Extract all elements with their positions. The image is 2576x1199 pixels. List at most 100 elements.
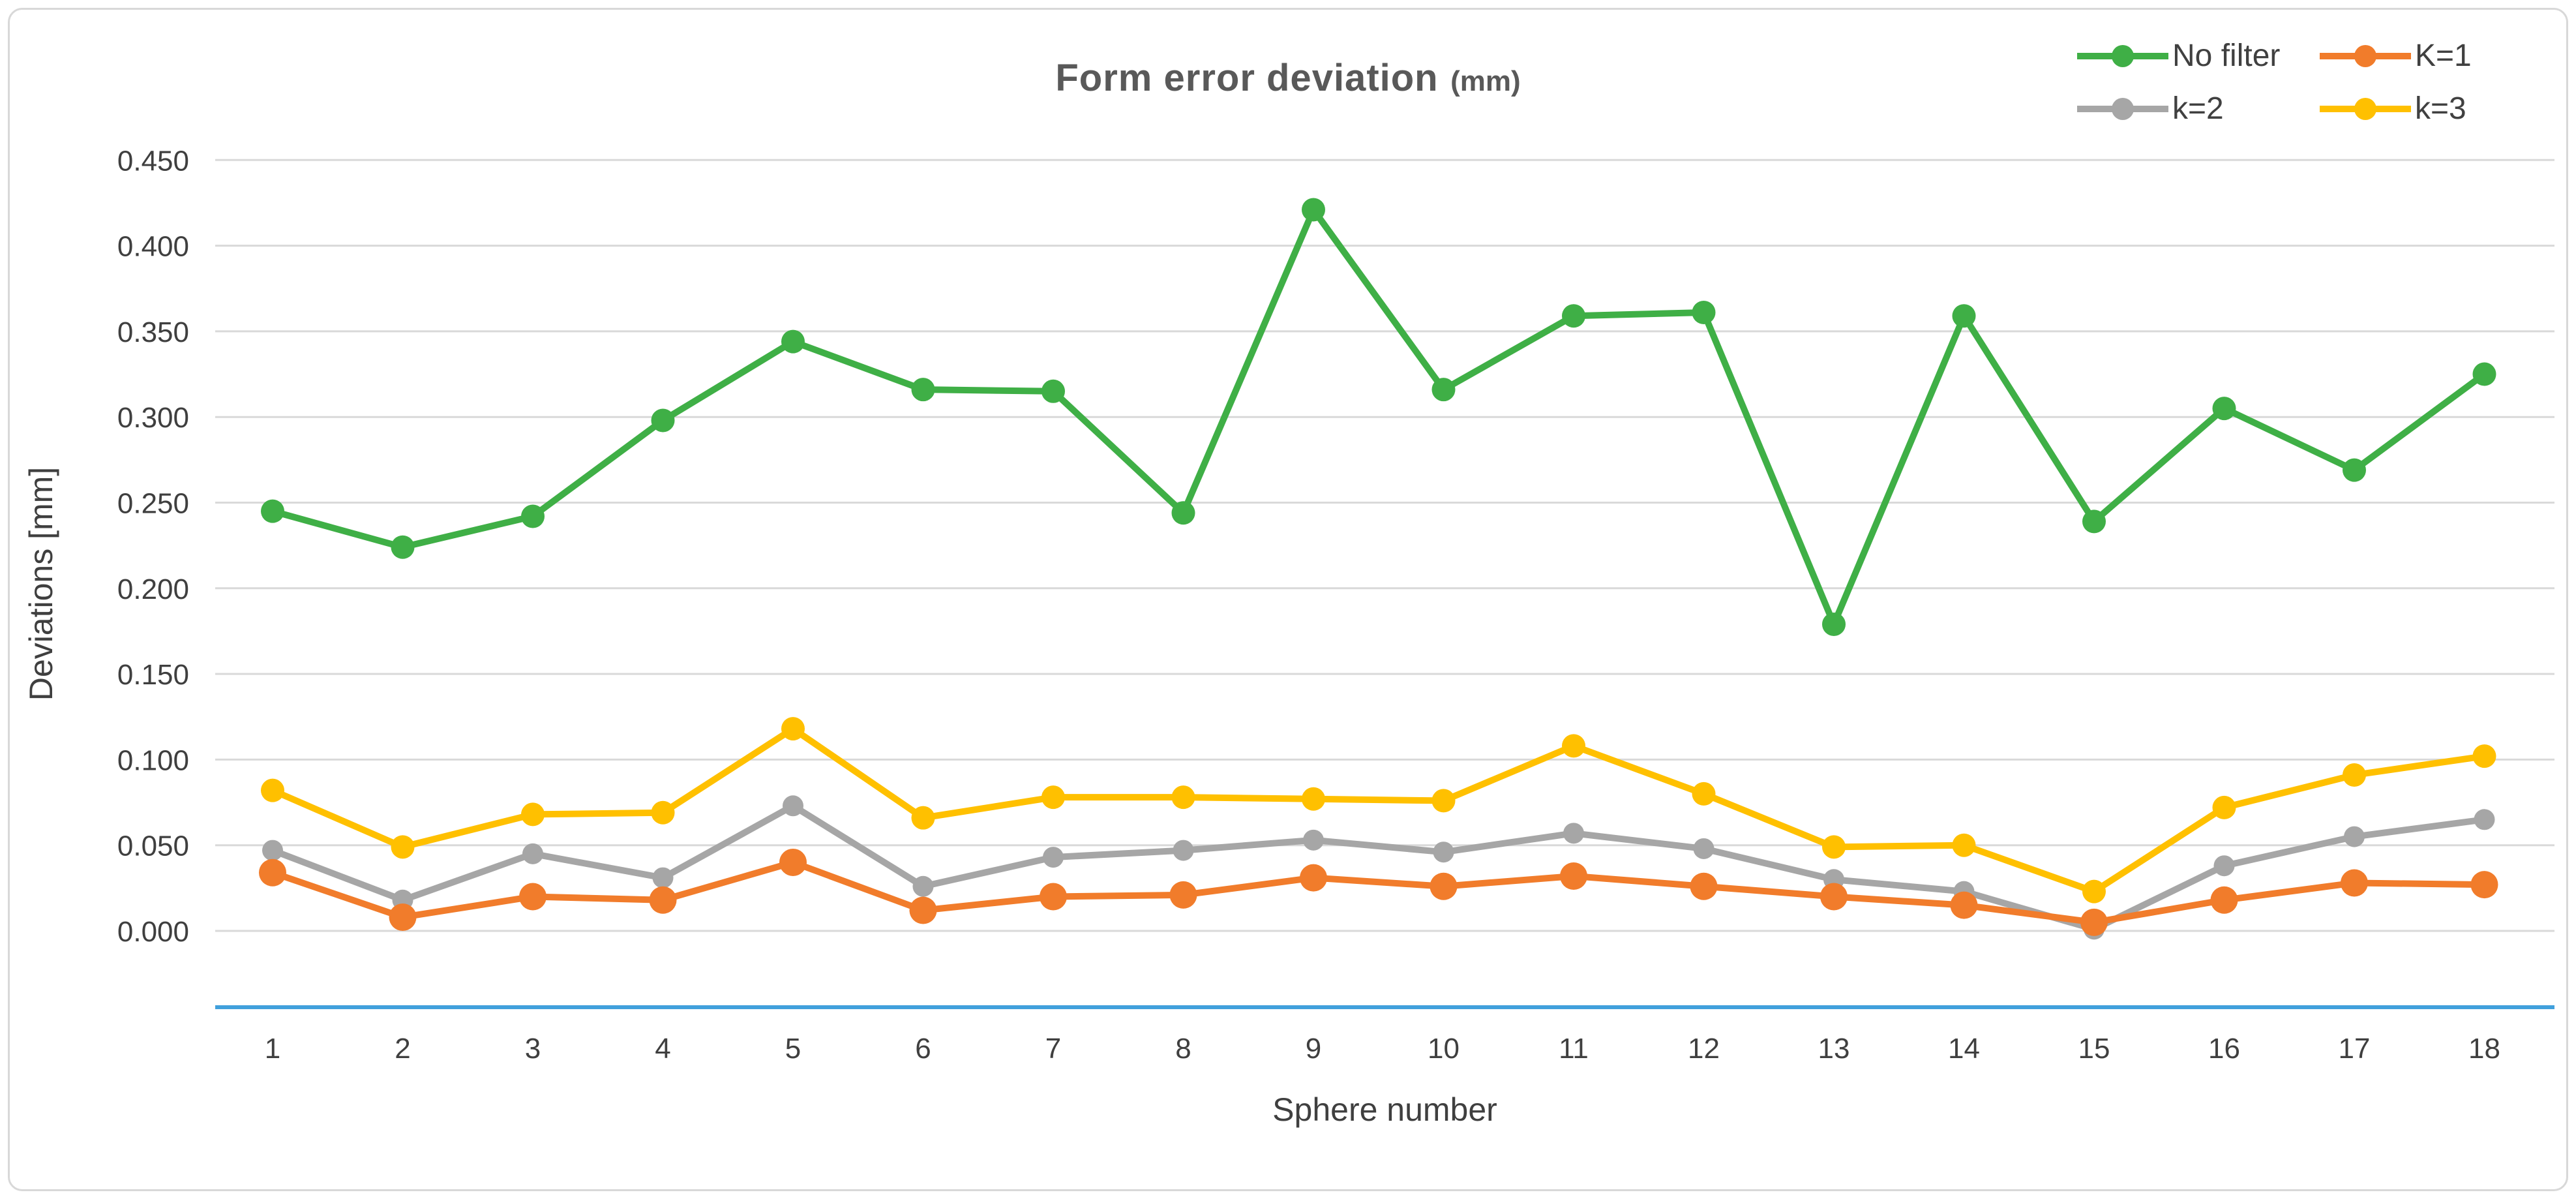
x-tick-label: 15 — [2078, 1033, 2110, 1065]
x-tick-label: 5 — [785, 1033, 801, 1065]
data-point-K=1 — [1430, 872, 1458, 900]
data-point-K=1 — [649, 886, 677, 914]
data-point-No filter — [2472, 362, 2496, 386]
data-point-K=1 — [1690, 872, 1718, 900]
y-tick-label: 0.150 — [117, 659, 189, 691]
data-point-k=2 — [2474, 809, 2495, 830]
legend-item-K=1[interactable]: K=1 — [2320, 38, 2562, 74]
y-axis-title: Deviations [mm] — [23, 467, 59, 701]
y-tick-label: 0.250 — [117, 488, 189, 520]
x-axis-title: Sphere number — [1272, 1091, 1497, 1128]
data-point-K=1 — [1169, 881, 1197, 909]
legend-item-k=3[interactable]: k=3 — [2320, 91, 2562, 127]
legend-marker-icon — [2320, 44, 2411, 67]
series-line-K=1 — [269, 858, 2488, 926]
legend-row: k=2 k=3 — [2077, 91, 2562, 127]
x-tick-label: 17 — [2339, 1033, 2371, 1065]
data-point-K=1 — [779, 848, 807, 876]
y-tick-label: 0.450 — [117, 145, 189, 177]
data-point-K=1 — [2080, 908, 2108, 936]
data-point-K=1 — [2341, 869, 2368, 897]
x-tick-label: 6 — [915, 1033, 931, 1065]
data-point-k=2 — [2344, 826, 2365, 847]
data-point-k=2 — [652, 867, 674, 888]
data-point-k=2 — [1303, 829, 1324, 851]
data-point-k=2 — [262, 840, 283, 861]
data-point-No filter — [391, 535, 415, 559]
data-point-K=1 — [909, 896, 937, 924]
data-point-k=3 — [911, 806, 935, 830]
x-tick-label: 10 — [1428, 1033, 1460, 1065]
data-point-k=2 — [1693, 838, 1715, 859]
series-line-No filter — [269, 206, 2488, 628]
x-tick-label: 1 — [265, 1033, 280, 1065]
data-point-No filter — [1822, 612, 1846, 636]
chart-title: Form error deviation (mm) — [0, 56, 2576, 100]
data-point-k=3 — [2472, 744, 2496, 768]
data-point-k=3 — [1562, 734, 1585, 758]
x-tick-label: 18 — [2468, 1033, 2500, 1065]
x-tick-label: 14 — [1948, 1033, 1980, 1065]
data-point-k=2 — [912, 875, 934, 897]
legend-item-No filter[interactable]: No filter — [2077, 38, 2320, 74]
data-point-No filter — [1302, 198, 1325, 222]
legend-label: K=1 — [2415, 38, 2472, 73]
data-point-K=1 — [2470, 871, 2498, 899]
data-point-k=3 — [521, 802, 545, 827]
data-point-k=2 — [783, 795, 803, 817]
data-point-k=3 — [651, 800, 675, 825]
data-point-No filter — [1431, 378, 1456, 402]
legend-label: k=2 — [2172, 91, 2224, 126]
data-point-k=3 — [1041, 785, 1065, 810]
data-point-k=3 — [1171, 785, 1195, 810]
chart-title-text: Form error deviation — [1055, 57, 1439, 99]
data-point-k=3 — [1431, 789, 1456, 813]
x-tick-label: 9 — [1306, 1033, 1321, 1065]
data-point-K=1 — [1040, 883, 1067, 911]
data-point-k=2 — [1563, 823, 1584, 844]
y-tick-label: 0.000 — [117, 916, 189, 948]
data-point-k=2 — [1173, 840, 1194, 861]
data-point-K=1 — [259, 858, 286, 887]
x-tick-label: 3 — [525, 1033, 541, 1065]
data-point-K=1 — [519, 883, 547, 911]
data-point-K=1 — [2210, 886, 2238, 914]
data-point-No filter — [1171, 501, 1195, 525]
legend-marker-icon — [2077, 97, 2168, 120]
data-point-k=3 — [2343, 763, 2366, 787]
data-point-No filter — [1952, 304, 1976, 328]
data-point-No filter — [1041, 379, 1065, 403]
legend: No filter K=1 k=2 k=3 — [2077, 38, 2562, 127]
x-tick-label: 16 — [2208, 1033, 2240, 1065]
chart-border-frame — [8, 8, 2568, 1191]
data-point-No filter — [2082, 509, 2106, 534]
data-point-k=3 — [2082, 879, 2106, 903]
data-point-No filter — [261, 499, 284, 523]
y-tick-label: 0.100 — [117, 744, 189, 776]
x-tick-label: 2 — [395, 1033, 410, 1065]
data-point-No filter — [911, 378, 935, 402]
data-point-k=3 — [1952, 833, 1976, 857]
data-point-k=3 — [2212, 795, 2236, 819]
y-tick-label: 0.300 — [117, 402, 189, 434]
series-line-k=3 — [269, 725, 2488, 895]
data-point-No filter — [2343, 458, 2366, 482]
data-point-No filter — [521, 504, 545, 528]
y-tick-label: 0.350 — [117, 316, 189, 348]
legend-marker-icon — [2077, 44, 2168, 67]
data-point-k=3 — [261, 778, 284, 802]
data-point-k=2 — [2213, 855, 2235, 877]
x-tick-label: 11 — [1559, 1033, 1589, 1065]
data-point-k=2 — [1043, 847, 1064, 868]
data-point-No filter — [781, 329, 805, 354]
data-point-No filter — [651, 408, 675, 433]
legend-row: No filter K=1 — [2077, 38, 2562, 74]
y-tick-label: 0.400 — [117, 231, 189, 263]
chart-title-unit: (mm) — [1450, 65, 1521, 97]
data-point-K=1 — [1950, 891, 1978, 919]
legend-item-k=2[interactable]: k=2 — [2077, 91, 2320, 127]
legend-label: k=3 — [2415, 91, 2466, 126]
legend-marker-icon — [2320, 97, 2411, 120]
x-tick-label: 4 — [655, 1033, 670, 1065]
data-point-k=3 — [1822, 835, 1846, 859]
